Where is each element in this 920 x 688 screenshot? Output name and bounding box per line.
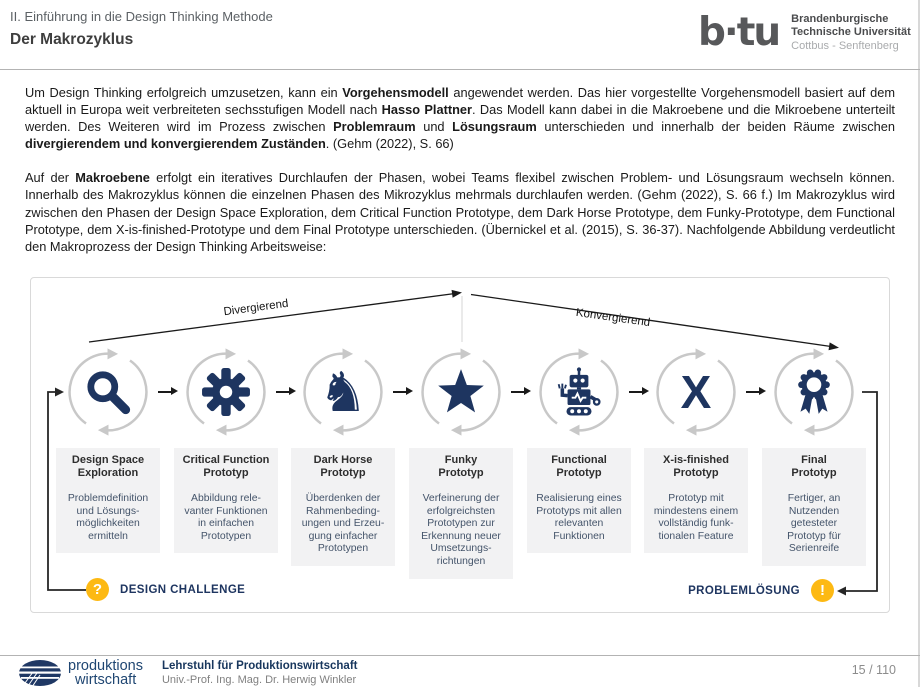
paragraph-1: Um Design Thinking erfolgreich umzusetze… <box>25 85 895 152</box>
phase-description: Problemdefinition und Lösungs- möglichke… <box>67 493 149 542</box>
page-title: Der Makrozyklus <box>10 31 134 48</box>
paragraph-2: Auf der Makroebene erfolgt ein iterative… <box>25 170 895 254</box>
chair-info: Lehrstuhl für Produktionswirtschaft Univ… <box>162 660 358 686</box>
phase-cycle-circle <box>60 344 156 440</box>
design-challenge-label: DESIGN CHALLENGE <box>120 583 246 596</box>
cycle-arrows-icon <box>656 348 736 436</box>
university-name-line2: Technische Universität <box>791 26 911 39</box>
phase-cycle-circle: X <box>648 344 744 440</box>
globe-stripes-icon <box>19 660 61 686</box>
chair-name: Lehrstuhl für Produktionswirtschaft <box>161 660 358 672</box>
phase-description: Prototyp mit mindestens einem vollständi… <box>653 493 739 542</box>
star-icon <box>413 344 509 440</box>
chair-logo-text: produktions wirtschaft <box>68 658 143 688</box>
university-logo: b·tu Brandenburgische Technische Univers… <box>698 11 911 55</box>
phase-cycle-circle <box>531 344 627 440</box>
horse-icon: ♞ <box>318 359 368 424</box>
phase-title: Critical Function Prototyp <box>182 454 270 479</box>
university-name-line3: Cottbus - Senftenberg <box>791 39 899 52</box>
x-icon: X <box>680 366 712 418</box>
cycle-arrows-icon <box>421 348 501 436</box>
flow-arrow-icon <box>276 387 296 395</box>
phase-title: X-is-finished Prototyp <box>662 454 729 479</box>
convergent-phase-label: Konvergierend <box>575 306 651 330</box>
phase-title: Funky Prototyp <box>438 454 484 479</box>
slide-section-heading: II. Einführung in die Design Thinking Me… <box>10 9 273 24</box>
robot-icon <box>531 344 627 440</box>
phase-card: Design Space Exploration Problemdefiniti… <box>56 448 160 554</box>
footer: produktions wirtschaft Lehrstuhl für Pro… <box>18 659 357 687</box>
phase-card: Functional Prototyp Realisierung eines P… <box>527 448 631 554</box>
phase-cycle-circle <box>178 344 274 440</box>
design-challenge: ? DESIGN CHALLENGE <box>86 578 245 601</box>
page-indicator: 15 / 110 <box>851 663 896 677</box>
phase-title: Dark Horse Prototyp <box>313 454 373 479</box>
phase-description: Verfeinerung der erfolgreichsten Prototy… <box>421 493 501 567</box>
award-icon <box>766 344 862 440</box>
phase-card: X-is-finished Prototyp Prototyp mit mind… <box>644 448 748 554</box>
problem-solution: PROBLEMLÖSUNG ! <box>688 579 834 602</box>
phase-card: Critical Function Prototyp Abbildung rel… <box>174 448 278 554</box>
university-name-line1: Brandenburgische <box>791 12 889 25</box>
cycle-arrows-icon <box>539 348 619 436</box>
footer-divider <box>0 655 920 656</box>
cycle-arrows-icon <box>303 348 383 436</box>
flow-arrow-icon <box>158 387 178 395</box>
phase-title: Final Prototyp <box>791 454 837 479</box>
university-name: Brandenburgische Technische Universität … <box>791 13 911 54</box>
header-divider <box>0 69 920 70</box>
phase-column: ♞ Dark Horse Prototyp Überdenken der Rah… <box>291 344 395 566</box>
phase-description: Überdenken der Rahmenbeding- ungen und E… <box>301 493 385 555</box>
chair-logo-line1: produktions <box>68 658 143 674</box>
chair-logo-line2: wirtschaft <box>75 672 137 688</box>
phase-column: Funky Prototyp Verfeinerung der erfolgre… <box>409 344 513 579</box>
cycle-arrows-icon <box>186 348 266 436</box>
phase-card: Dark Horse Prototyp Überdenken der Rahme… <box>291 448 395 566</box>
magnifier-icon <box>60 344 156 440</box>
chair-head: Univ.-Prof. Ing. Mag. Dr. Herwig Winkler <box>161 674 357 686</box>
btu-wordmark: b·tu <box>698 10 781 55</box>
cycle-arrows-icon <box>68 348 148 436</box>
phase-card: Final Prototyp Fertiger, an Nutzenden ge… <box>762 448 866 566</box>
phase-column: Design Space Exploration Problemdefiniti… <box>56 344 160 554</box>
phase-column: Final Prototyp Fertiger, an Nutzenden ge… <box>762 344 866 566</box>
phase-description: Abbildung rele- vanter Funktionen in ein… <box>184 493 268 542</box>
flow-arrow-icon <box>393 387 413 395</box>
gear-icon <box>178 344 274 440</box>
phase-title: Design Space Exploration <box>71 454 145 479</box>
flow-arrow-icon <box>511 387 531 395</box>
body-text: Um Design Thinking erfolgreich umzusetze… <box>25 84 895 272</box>
phase-column: Functional Prototyp Realisierung eines P… <box>527 344 631 554</box>
flow-arrow-icon <box>746 387 766 395</box>
phase-column: Critical Function Prototyp Abbildung rel… <box>174 344 278 554</box>
flow-arrow-icon <box>629 387 649 395</box>
macro-diagram: Divergierend Konvergierend ? DESIGN CHAL… <box>30 277 890 613</box>
phase-cycle-circle: ♞ <box>295 344 391 440</box>
phase-card: Funky Prototyp Verfeinerung der erfolgre… <box>409 448 513 579</box>
phase-description: Fertiger, an Nutzenden getesteter Protot… <box>787 493 841 555</box>
cycle-arrows-icon <box>774 348 854 436</box>
question-mark-icon: ? <box>86 578 109 601</box>
phase-cycle-circle <box>413 344 509 440</box>
chair-logo: produktions wirtschaft <box>18 659 143 687</box>
phase-title: Functional Prototyp <box>551 454 607 479</box>
phase-description: Realisierung eines Prototyps mit allen r… <box>536 493 622 542</box>
phase-column: X X-is-finished Prototyp Prototyp mit mi… <box>644 344 748 554</box>
divergent-phase-label: Divergierend <box>222 297 290 319</box>
phase-cycle-circle <box>766 344 862 440</box>
exclamation-mark-icon: ! <box>811 579 834 602</box>
problem-solution-label: PROBLEMLÖSUNG <box>688 584 800 597</box>
